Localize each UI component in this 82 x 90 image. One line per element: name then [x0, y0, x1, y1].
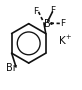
Text: +: +: [65, 34, 71, 40]
Text: F: F: [34, 7, 39, 16]
Text: K: K: [59, 36, 66, 46]
Text: F: F: [50, 6, 55, 15]
Text: Br: Br: [6, 63, 17, 73]
Text: B: B: [44, 19, 51, 29]
Text: F: F: [60, 19, 65, 28]
